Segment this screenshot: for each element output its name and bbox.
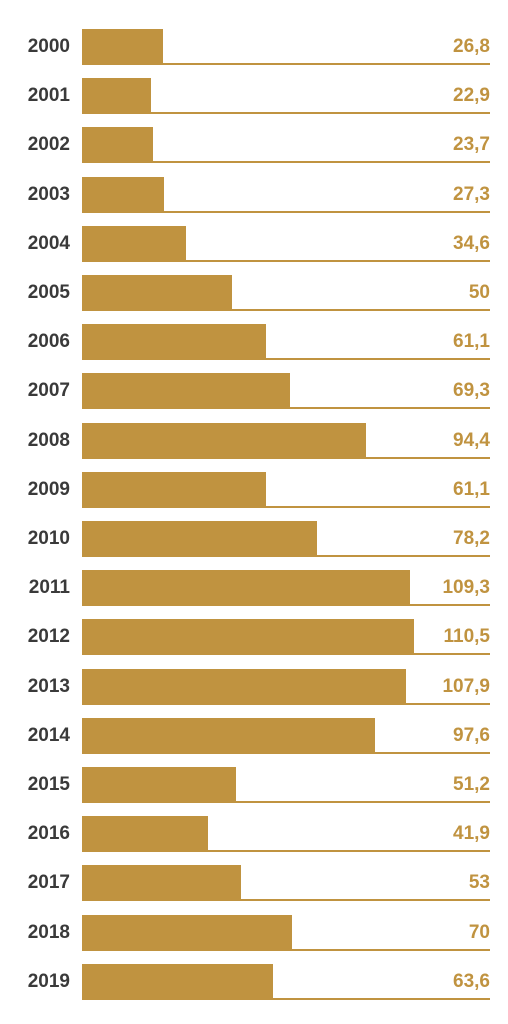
value-label: 97,6 — [453, 724, 490, 746]
value-label: 34,6 — [453, 232, 490, 254]
chart-row: 2003 27,3 — [0, 176, 508, 213]
chart-row: 2012 110,5 — [0, 619, 508, 656]
chart-row: 2016 41,9 — [0, 816, 508, 853]
bar — [82, 78, 151, 115]
category-label: 2013 — [27, 675, 70, 697]
row-baseline — [82, 850, 490, 853]
chart-row: 2013 107,9 — [0, 668, 508, 705]
chart-row: 2000 26,8 — [0, 29, 508, 65]
bar — [82, 422, 366, 459]
bar — [82, 324, 266, 361]
value-label: 69,3 — [453, 380, 490, 402]
chart-row: 2010 78,2 — [0, 521, 508, 557]
category-label: 2003 — [27, 183, 70, 205]
bar — [82, 619, 414, 656]
chart-row: 2019 63,6 — [0, 963, 508, 1000]
bar — [82, 225, 186, 262]
category-label: 2008 — [27, 429, 70, 451]
bar — [82, 668, 407, 705]
category-label: 2014 — [27, 724, 70, 746]
bar — [82, 521, 317, 557]
bar — [82, 963, 274, 1000]
row-baseline — [82, 112, 490, 115]
category-label: 2009 — [27, 478, 70, 500]
value-label: 63,6 — [453, 970, 490, 992]
category-label: 2004 — [27, 232, 70, 254]
row-baseline — [82, 505, 490, 508]
category-label: 2012 — [27, 626, 70, 648]
value-label: 26,8 — [453, 36, 490, 57]
chart-row: 2011 109,3 — [0, 570, 508, 607]
value-label: 107,9 — [442, 675, 490, 697]
category-label: 2011 — [28, 577, 70, 599]
value-label: 94,4 — [453, 429, 490, 451]
value-label: 51,2 — [453, 774, 490, 795]
category-label: 2007 — [27, 380, 70, 402]
value-label: 41,9 — [453, 823, 490, 845]
bar — [82, 914, 293, 951]
value-label: 78,2 — [453, 528, 490, 549]
bar — [82, 816, 208, 853]
row-baseline — [82, 899, 490, 902]
value-label: 70 — [468, 921, 490, 943]
chart-row: 2001 22,9 — [0, 78, 508, 115]
bar — [82, 570, 411, 607]
chart-row: 2006 61,1 — [0, 324, 508, 361]
bar — [82, 373, 291, 410]
value-label: 61,1 — [453, 331, 490, 353]
chart-row: 2002 23,7 — [0, 127, 508, 164]
chart-row: 2004 34,6 — [0, 225, 508, 262]
category-label: 2017 — [27, 872, 70, 894]
row-baseline — [82, 259, 490, 262]
category-label: 2002 — [27, 134, 70, 156]
category-label: 2000 — [27, 36, 70, 57]
value-label: 23,7 — [453, 134, 490, 156]
chart-row: 2005 50 — [0, 275, 508, 311]
category-label: 2019 — [27, 970, 70, 992]
row-baseline — [82, 63, 490, 65]
category-label: 2018 — [27, 921, 70, 943]
bar — [82, 717, 376, 754]
bar — [82, 865, 242, 902]
chart-row: 2018 70 — [0, 914, 508, 951]
chart-row: 2009 61,1 — [0, 471, 508, 508]
value-label: 61,1 — [453, 478, 490, 500]
chart-row: 2014 97,6 — [0, 717, 508, 754]
chart-row: 2017 53 — [0, 865, 508, 902]
bar — [82, 471, 266, 508]
bar — [82, 767, 236, 803]
value-label: 109,3 — [442, 577, 490, 599]
bar — [82, 29, 163, 65]
bar — [82, 176, 164, 213]
row-baseline — [82, 161, 490, 164]
value-label: 110,5 — [443, 626, 491, 648]
category-label: 2001 — [27, 85, 70, 107]
category-label: 2006 — [27, 331, 70, 353]
bar — [82, 275, 233, 311]
bar — [82, 127, 154, 164]
value-label: 27,3 — [453, 183, 490, 205]
row-baseline — [82, 997, 490, 1000]
row-baseline — [82, 210, 490, 213]
row-baseline — [82, 358, 490, 361]
value-label: 50 — [468, 282, 490, 303]
value-label: 53 — [468, 872, 490, 894]
value-label: 22,9 — [453, 85, 490, 107]
chart-row: 2007 69,3 — [0, 373, 508, 410]
category-label: 2016 — [27, 823, 70, 845]
chart-row: 2008 94,4 — [0, 422, 508, 459]
category-label: 2015 — [27, 774, 70, 795]
category-label: 2005 — [27, 282, 70, 303]
chart-row: 2015 51,2 — [0, 767, 508, 803]
category-label: 2010 — [27, 528, 70, 549]
row-baseline — [82, 309, 490, 311]
row-baseline — [82, 801, 490, 803]
